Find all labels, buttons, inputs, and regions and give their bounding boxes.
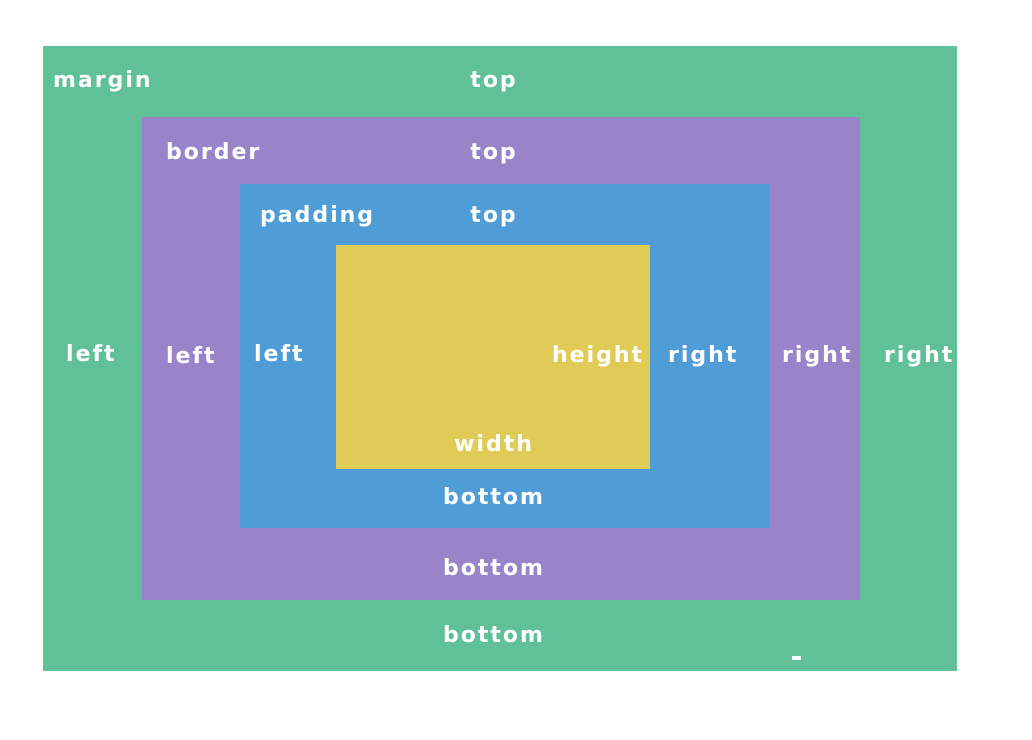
margin-right-label: right [884,343,955,368]
margin-left-label: left [66,342,117,367]
margin-top-label: top [470,68,518,93]
border-left-label: left [166,344,217,369]
margin-dash-mark [792,656,801,660]
border-right-label: right [782,343,853,368]
border-bottom-label: bottom [443,556,545,581]
padding-title-label: padding [260,203,376,228]
padding-top-label: top [470,203,518,228]
border-title-label: border [166,140,262,165]
margin-title-label: margin [53,68,153,93]
content-box [336,245,650,469]
content-height-label: height [552,343,645,368]
border-top-label: top [470,140,518,165]
margin-bottom-label: bottom [443,623,545,648]
padding-right-label: right [668,343,739,368]
padding-bottom-label: bottom [443,485,545,510]
padding-left-label: left [254,342,305,367]
content-width-label: width [454,432,534,457]
